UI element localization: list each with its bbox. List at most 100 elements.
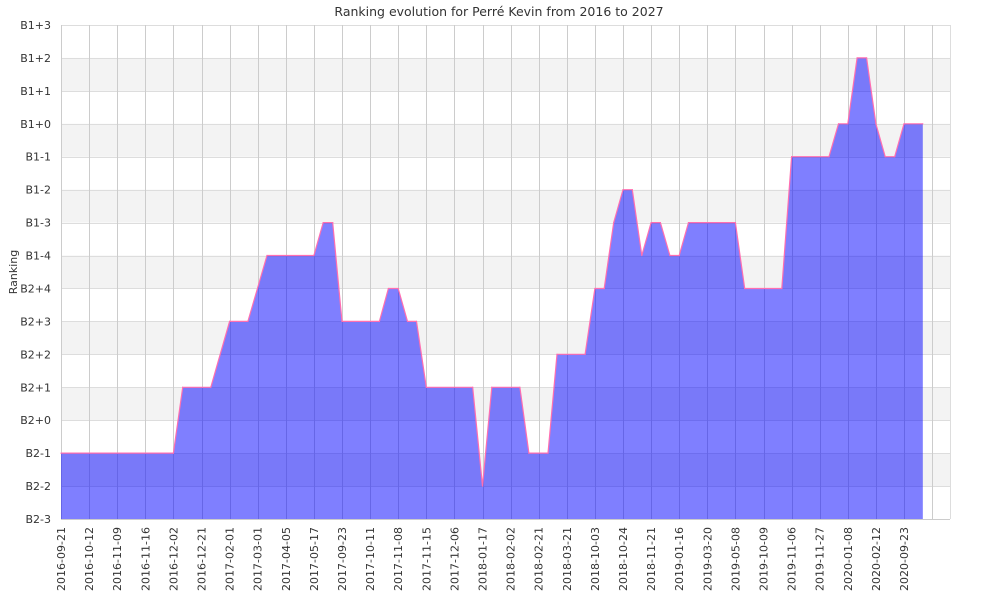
x-tick-label: 2019-01-16 bbox=[673, 527, 686, 591]
data-point bbox=[922, 123, 924, 125]
grid-band bbox=[61, 57, 950, 91]
x-tick-label: 2017-05-17 bbox=[308, 527, 321, 591]
data-point bbox=[631, 189, 633, 191]
y-tick-label: B2-1 bbox=[25, 447, 51, 460]
data-point bbox=[781, 287, 783, 290]
data-point bbox=[406, 320, 409, 322]
data-point bbox=[472, 386, 474, 388]
data-point bbox=[415, 320, 418, 322]
data-point bbox=[528, 452, 530, 454]
y-tick-label: B2+0 bbox=[20, 414, 51, 427]
data-point bbox=[641, 254, 643, 257]
data-point bbox=[603, 287, 605, 290]
data-point bbox=[584, 353, 586, 355]
y-tick-label: B2+2 bbox=[20, 348, 51, 361]
y-tick-label: B2-2 bbox=[25, 480, 51, 493]
x-tick-label: 2017-04-05 bbox=[280, 527, 293, 591]
series-area-fill bbox=[61, 57, 923, 520]
data-point bbox=[903, 123, 905, 125]
data-point bbox=[678, 254, 680, 257]
y-axis-label: Ranking bbox=[7, 250, 20, 295]
x-tick-label: 2018-01-17 bbox=[477, 527, 490, 591]
data-point bbox=[734, 222, 737, 224]
data-point bbox=[313, 254, 315, 257]
y-tick-label: B1+0 bbox=[20, 118, 51, 131]
data-point bbox=[847, 123, 849, 125]
data-point bbox=[650, 222, 652, 224]
data-point bbox=[687, 222, 690, 224]
data-point bbox=[60, 452, 62, 454]
data-point bbox=[210, 386, 212, 388]
x-tick-label: 2018-10-24 bbox=[617, 527, 630, 591]
x-tick-label: 2020-09-23 bbox=[898, 527, 911, 591]
y-tick-label: B1+1 bbox=[20, 85, 51, 98]
data-point bbox=[669, 254, 671, 257]
y-tick-label: B1-4 bbox=[25, 250, 51, 263]
data-point bbox=[556, 353, 558, 355]
x-tick-label: 2017-12-06 bbox=[448, 527, 461, 591]
x-tick-label: 2018-11-21 bbox=[645, 527, 658, 591]
data-point bbox=[172, 452, 174, 454]
y-tick-label: B2-3 bbox=[25, 513, 51, 526]
data-point bbox=[247, 320, 249, 322]
data-point bbox=[491, 386, 493, 388]
data-point bbox=[481, 485, 484, 487]
data-point bbox=[229, 320, 231, 322]
data-point bbox=[837, 123, 840, 125]
data-point bbox=[791, 156, 793, 158]
y-tick-label: B1-1 bbox=[25, 151, 51, 164]
y-tick-labels: B2-3 B2-2 B2-1 B2+0 B2+1 B2+2 B2+3 B2+4 B1-4 B1-3… bbox=[20, 19, 51, 526]
data-point bbox=[341, 320, 343, 322]
y-tick-label: B2+1 bbox=[20, 381, 51, 394]
x-tick-label: 2017-02-01 bbox=[224, 527, 237, 591]
x-tick-label: 2016-09-21 bbox=[55, 527, 68, 591]
grid-band bbox=[61, 123, 950, 157]
data-point bbox=[182, 386, 184, 388]
x-tick-label: 2017-11-08 bbox=[392, 527, 405, 591]
x-tick-label: 2016-11-09 bbox=[111, 527, 124, 591]
x-tick-label: 2016-12-21 bbox=[196, 527, 209, 591]
x-tick-label: 2019-10-09 bbox=[758, 527, 771, 591]
x-tick-label: 2019-05-08 bbox=[729, 527, 742, 591]
data-point bbox=[519, 386, 521, 388]
data-point bbox=[266, 254, 268, 257]
data-point bbox=[828, 156, 830, 158]
x-tick-label: 2017-10-11 bbox=[364, 527, 377, 591]
data-point bbox=[659, 222, 661, 224]
x-tick-label: 2017-03-01 bbox=[252, 527, 265, 591]
x-tick-label: 2018-02-21 bbox=[533, 527, 546, 591]
x-tick-label: 2016-12-02 bbox=[167, 527, 180, 591]
data-point bbox=[866, 57, 868, 59]
data-point bbox=[856, 57, 858, 59]
x-tick-label: 2019-11-06 bbox=[786, 527, 799, 591]
y-tick-label: B1-2 bbox=[25, 184, 51, 197]
data-point bbox=[547, 452, 549, 454]
x-tick-label: 2017-09-23 bbox=[336, 527, 349, 591]
x-tick-label: 2016-10-12 bbox=[83, 527, 96, 591]
y-tick-label: B1-3 bbox=[25, 217, 51, 230]
data-point bbox=[378, 320, 380, 322]
x-tick-label: 2017-11-15 bbox=[420, 527, 433, 591]
x-tick-label: 2019-11-27 bbox=[814, 527, 827, 591]
x-tick-label: 2016-11-16 bbox=[139, 527, 152, 591]
y-tick-label: B2+4 bbox=[20, 282, 51, 295]
data-point bbox=[387, 287, 389, 290]
data-point bbox=[613, 222, 615, 224]
data-point bbox=[425, 386, 427, 388]
data-point bbox=[744, 287, 746, 290]
x-tick-label: 2018-02-02 bbox=[505, 527, 518, 591]
chart-title: Ranking evolution for Perré Kevin from 2… bbox=[334, 4, 663, 19]
y-tick-label: B1+2 bbox=[20, 52, 51, 65]
x-tick-label: 2019-03-20 bbox=[701, 527, 714, 591]
data-point bbox=[397, 287, 399, 290]
x-tick-label: 2018-10-03 bbox=[589, 527, 602, 591]
data-point bbox=[332, 222, 334, 224]
data-point bbox=[322, 222, 324, 224]
x-tick-label: 2018-03-21 bbox=[561, 527, 574, 591]
series-line bbox=[61, 57, 923, 487]
data-point bbox=[594, 287, 596, 290]
data-point bbox=[622, 189, 624, 191]
data-point bbox=[884, 156, 886, 158]
x-tick-label: 2020-01-08 bbox=[842, 527, 855, 591]
